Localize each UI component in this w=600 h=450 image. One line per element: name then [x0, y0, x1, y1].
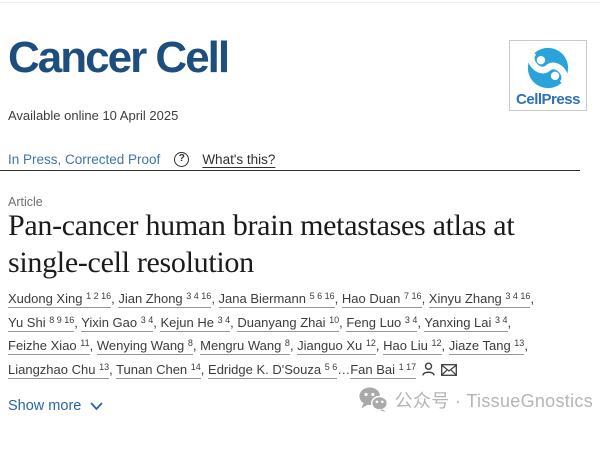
question-mark-glyph: ?	[178, 153, 185, 164]
show-more-label: Show more	[8, 398, 82, 414]
journal-logo[interactable]: Cancer Cell	[8, 33, 230, 82]
envelope-icon	[441, 363, 458, 376]
watermark-text: 公众号 · TissueGnostics	[394, 390, 593, 411]
author-link[interactable]: Xinyu Zhang 3 4 16	[428, 291, 531, 308]
author-separator: ,	[334, 291, 342, 306]
author-link[interactable]: Xudong Xing 1 2 16	[8, 291, 112, 308]
author-separator: ,	[153, 314, 161, 330]
question-circle-icon[interactable]: ?	[174, 151, 190, 167]
available-online-date: Available online 10 April 2025	[8, 108, 179, 123]
author-link[interactable]: Fan Bai 1 17	[350, 361, 417, 379]
author-separator: ,	[89, 338, 97, 353]
chevron-down-icon	[90, 402, 103, 410]
status-row: In Press, Corrected Proof ? What's this?	[8, 150, 275, 168]
author-separator: ,	[530, 291, 535, 306]
author-link[interactable]: Jian Zhong 3 4 16	[118, 291, 212, 308]
article-type-label: Article	[8, 195, 43, 209]
corresponding-author-icons	[416, 361, 458, 377]
author-separator: ,	[339, 314, 347, 330]
author-separator: ,	[417, 314, 425, 330]
author-separator: ,	[524, 338, 528, 353]
person-icon	[422, 361, 435, 376]
watermark: 公众号 · TissueGnostics	[358, 386, 593, 413]
author-separator: ,	[211, 291, 219, 306]
author-link[interactable]: Yixin Gao 3 4	[81, 314, 154, 332]
author-link[interactable]: Wenying Wang 8	[96, 338, 193, 355]
author-separator: ,	[192, 338, 201, 353]
author-separator: ,	[441, 338, 449, 353]
publisher-logo-label: CellPress	[516, 91, 580, 108]
show-more-button[interactable]: Show more	[8, 398, 103, 414]
author-link[interactable]: Jiaze Tang 13	[448, 338, 525, 355]
author-separator: …	[337, 361, 351, 377]
author-link[interactable]: Jana Biermann 5 6 16	[218, 291, 335, 308]
whats-this-link[interactable]: What's this?	[202, 151, 276, 167]
cellpress-swirl-icon	[527, 47, 569, 89]
author-link[interactable]: Tunan Chen 14	[116, 361, 201, 379]
wechat-icon	[359, 387, 388, 412]
header-divider	[0, 170, 580, 171]
author-link[interactable]: Mengru Wang 8	[200, 338, 290, 355]
author-link[interactable]: Hao Liu 12	[383, 338, 442, 355]
author-link[interactable]: Hao Duan 7 16	[341, 291, 422, 308]
author-separator: ,	[109, 361, 117, 377]
in-press-link[interactable]: In Press, Corrected Proof	[8, 151, 161, 167]
author-link[interactable]: Kejun He 3 4	[160, 314, 231, 332]
author-separator: ,	[74, 314, 82, 330]
author-separator: ,	[230, 314, 238, 330]
author-link[interactable]: Yu Shi 8 9 16	[8, 314, 75, 332]
author-separator: ,	[111, 291, 119, 306]
author-link[interactable]: Yanxing Lai 3 4	[424, 314, 508, 332]
top-divider	[0, 2, 600, 3]
author-separator: ,	[507, 314, 512, 330]
article-title: Pan-cancer human brain metastases atlas …	[8, 209, 515, 279]
author-separator: ,	[421, 291, 429, 306]
author-link[interactable]: Liangzhao Chu 13	[8, 361, 110, 379]
author-list: Xudong Xing 1 2 16, Jian Zhong 3 4 16, J…	[8, 288, 590, 382]
author-link[interactable]: Edridge K. D'Souza 5 6	[208, 361, 338, 379]
author-link[interactable]: Feizhe Xiao 11	[8, 338, 90, 355]
author-link[interactable]: Feng Luo 3 4	[346, 314, 418, 332]
author-link[interactable]: Jianguo Xu 12	[297, 338, 376, 355]
author-separator: ,	[375, 338, 384, 353]
author-link[interactable]: Duanyang Zhai 10	[237, 314, 340, 332]
author-separator: ,	[289, 338, 298, 353]
author-separator: ,	[200, 361, 209, 377]
publisher-logo[interactable]: CellPress	[509, 40, 587, 111]
